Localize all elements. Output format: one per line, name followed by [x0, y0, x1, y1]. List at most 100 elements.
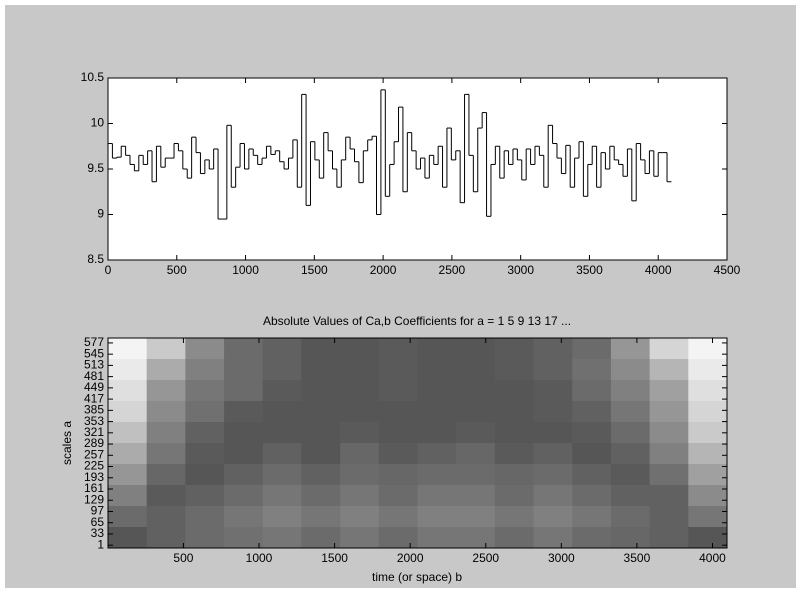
x-tick-label: 4000 — [699, 551, 726, 565]
y-tick-label: 97 — [91, 504, 105, 518]
y-tick-label: 129 — [84, 492, 104, 506]
heatmap-cell — [340, 338, 380, 360]
x-tick-label: 3500 — [576, 263, 603, 277]
heatmap-cell — [456, 506, 496, 528]
heatmap-cell — [185, 443, 225, 465]
heatmap-cell — [301, 527, 341, 549]
x-tick-label: 2500 — [439, 263, 466, 277]
heatmap-cell — [610, 527, 651, 549]
heatmap-cell — [185, 422, 225, 444]
heatmap-cell — [494, 401, 535, 423]
heatmap-cell — [688, 338, 728, 360]
heatmap-cell — [185, 464, 225, 486]
x-tick-label: 0 — [105, 263, 112, 277]
heatmap-cell — [456, 527, 496, 549]
heatmap-cell — [610, 464, 651, 486]
x-tick-label: 500 — [167, 263, 187, 277]
heatmap-cell — [572, 380, 612, 402]
heatmap-cell — [146, 506, 186, 528]
x-tick-label: 3000 — [507, 263, 534, 277]
heatmap-cell — [417, 422, 457, 444]
heatmap-cell — [417, 338, 457, 360]
heatmap-cell — [108, 485, 148, 507]
y-tick-label: 289 — [84, 436, 104, 450]
x-tick-label: 3500 — [624, 551, 651, 565]
heatmap-cell — [146, 359, 186, 381]
heatmap-cell — [224, 506, 264, 528]
heatmap-cell — [688, 359, 728, 381]
heatmap-cell — [649, 338, 689, 360]
heatmap-cell — [262, 359, 302, 381]
heatmap-cell — [456, 422, 496, 444]
heatmap-cell — [688, 527, 728, 549]
heatmap-cell — [649, 506, 689, 528]
heatmap-cell — [378, 380, 418, 402]
heatmap-cell — [572, 464, 612, 486]
heatmap-cell — [572, 401, 612, 423]
heatmap-cell — [262, 422, 302, 444]
heatmap-cell — [185, 527, 225, 549]
heatmap-cell — [262, 464, 302, 486]
heatmap-cell — [610, 380, 651, 402]
y-tick-label: 321 — [84, 425, 104, 439]
heatmap-cell — [378, 422, 418, 444]
heatmap-cell — [301, 338, 341, 360]
y-tick-label: 10 — [91, 116, 105, 130]
y-tick-label: 513 — [84, 358, 104, 372]
heatmap-cell — [340, 443, 380, 465]
heatmap-cell — [494, 338, 535, 360]
heatmap-cell — [649, 464, 689, 486]
heatmap-cell — [340, 422, 380, 444]
heatmap-cell — [301, 506, 341, 528]
y-tick-label: 577 — [84, 335, 104, 349]
heatmap-cell — [417, 359, 457, 381]
y-tick-label: 65 — [91, 515, 105, 529]
heatmap-cell — [378, 401, 418, 423]
x-tick-label: 2000 — [397, 551, 424, 565]
heatmap-cell — [146, 338, 186, 360]
heatmap-cell — [108, 443, 148, 465]
heatmap-cell — [494, 464, 535, 486]
heatmap-cell — [610, 506, 651, 528]
heatmap-cell — [378, 527, 418, 549]
x-tick-label: 1500 — [301, 263, 328, 277]
heatmap-cell — [262, 401, 302, 423]
heatmap-cell — [108, 338, 148, 360]
heatmap-cell — [108, 401, 148, 423]
heatmap-cell — [146, 422, 186, 444]
heatmap-cell — [456, 401, 496, 423]
heatmap-cell — [494, 527, 535, 549]
heatmap-cell — [378, 485, 418, 507]
heatmap-cell — [456, 464, 496, 486]
heatmap-cell — [417, 464, 457, 486]
heatmap-cell — [610, 401, 651, 423]
heatmap-cell — [533, 527, 573, 549]
heatmap-cell — [340, 359, 380, 381]
heatmap-cell — [262, 485, 302, 507]
heatmap-cell — [262, 527, 302, 549]
heatmap-cell — [688, 380, 728, 402]
heatmap-cell — [572, 359, 612, 381]
heatmap-cell — [340, 485, 380, 507]
y-tick-label: 193 — [84, 470, 104, 484]
x-tick-label: 3000 — [548, 551, 575, 565]
heatmap-cell — [224, 359, 264, 381]
heatmap-cell — [688, 506, 728, 528]
heatmap-cell — [533, 422, 573, 444]
heatmap-cell — [649, 527, 689, 549]
heatmap-cell — [494, 359, 535, 381]
heatmap-cell — [340, 401, 380, 423]
heatmap-cell — [610, 485, 651, 507]
heatmap-cell — [224, 338, 264, 360]
x-axis-label: time (or space) b — [372, 570, 462, 584]
y-tick-label: 33 — [91, 526, 105, 540]
heatmap-cell — [494, 506, 535, 528]
axes-frame — [107, 337, 728, 549]
y-tick-label: 1 — [97, 537, 104, 551]
heatmap-cell — [649, 485, 689, 507]
y-tick-label: 161 — [84, 481, 104, 495]
y-tick-label: 545 — [84, 346, 104, 360]
heatmap-cell — [262, 506, 302, 528]
heatmap-cell — [108, 506, 148, 528]
heatmap-cell — [224, 443, 264, 465]
